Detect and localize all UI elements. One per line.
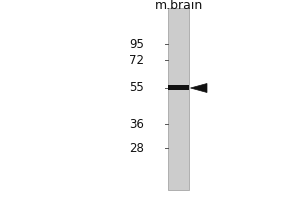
Text: m.brain: m.brain: [154, 0, 202, 12]
Text: 72: 72: [129, 53, 144, 66]
Text: 36: 36: [129, 117, 144, 130]
Polygon shape: [190, 84, 207, 92]
Text: 28: 28: [129, 142, 144, 154]
Text: 55: 55: [129, 81, 144, 94]
Text: 95: 95: [129, 38, 144, 50]
Bar: [168, 8, 189, 190]
Bar: [168, 85, 189, 90]
